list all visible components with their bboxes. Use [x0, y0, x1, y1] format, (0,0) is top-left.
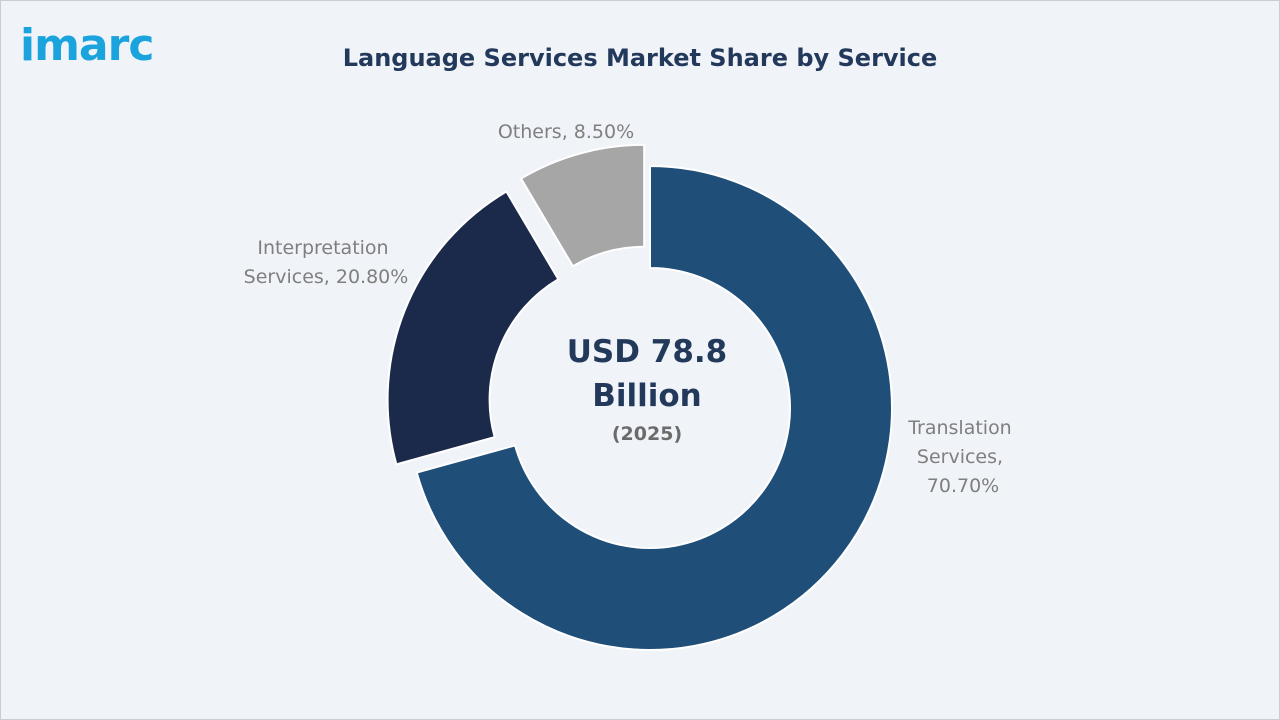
slice-others [519, 143, 646, 268]
slice-interpretation [386, 190, 560, 466]
center-value-text: USD 78.8 [567, 334, 728, 370]
center-unit-text: Billion [592, 378, 702, 414]
slice-label-interpretation: Interpretation Services, 20.80% [244, 237, 409, 288]
slice-label-translation-line1: Translation [907, 417, 1012, 439]
chart-title-text: Language Services Market Share by Servic… [342, 44, 938, 72]
chart-title: Language Services Market Share by Servic… [0, 44, 1280, 72]
donut-slices [386, 143, 893, 651]
imarc-logo: imarc [20, 20, 154, 71]
center-year-text: (2025) [612, 423, 682, 445]
slice-translation [415, 164, 893, 651]
slice-label-translation-line3: 70.70% [927, 475, 999, 497]
slice-label-translation: Translation Services, 70.70% [907, 417, 1018, 497]
slice-label-others: Others, 8.50% [498, 121, 634, 143]
slice-label-interpretation-line2: Services, 20.80% [244, 266, 409, 288]
slice-label-others-line1: Others, 8.50% [498, 121, 634, 143]
slice-label-interpretation-line1: Interpretation [257, 237, 388, 259]
slice-label-translation-line2: Services, [917, 446, 1003, 468]
